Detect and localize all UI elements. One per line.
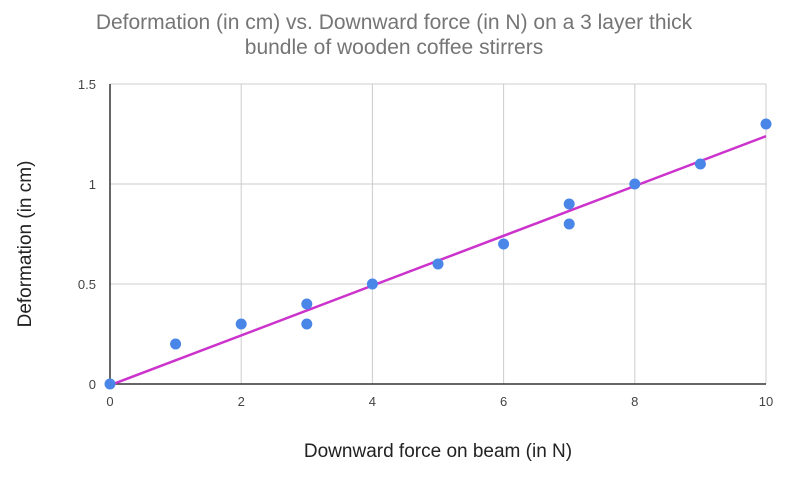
data-point bbox=[629, 178, 641, 190]
x-tick-label: 10 bbox=[759, 394, 773, 409]
axes bbox=[109, 84, 766, 385]
chart-title: Deformation (in cm) vs. Downward force (… bbox=[96, 11, 693, 59]
x-tick-label: 2 bbox=[238, 394, 245, 409]
y-tick-label: 0 bbox=[89, 377, 96, 392]
x-tick-label: 4 bbox=[369, 394, 376, 409]
chart-title-line-2: bundle of wooden coffee stirrers bbox=[245, 36, 543, 59]
data-point bbox=[235, 318, 247, 330]
data-point bbox=[170, 338, 182, 350]
data-point bbox=[301, 318, 313, 330]
y-tick-label: 1.5 bbox=[78, 77, 96, 92]
x-tick-labels: 0 2 4 6 8 10 bbox=[106, 394, 773, 409]
x-axis-label: Downward force on beam (in N) bbox=[304, 441, 572, 462]
data-point bbox=[498, 238, 510, 250]
data-point bbox=[694, 158, 706, 170]
data-point bbox=[301, 298, 313, 310]
y-tick-labels: 0 0.5 1 1.5 bbox=[78, 77, 96, 392]
x-tick-label: 8 bbox=[631, 394, 638, 409]
x-tick-label: 6 bbox=[500, 394, 507, 409]
data-point bbox=[432, 258, 444, 270]
data-point bbox=[366, 278, 378, 290]
grid-lines bbox=[110, 83, 767, 384]
y-tick-label: 0.5 bbox=[78, 277, 96, 292]
y-axis-label: Deformation (in cm) bbox=[15, 161, 36, 328]
y-tick-label: 1 bbox=[89, 177, 96, 192]
data-point bbox=[563, 218, 575, 230]
x-tick-label: 0 bbox=[106, 394, 113, 409]
data-point bbox=[563, 198, 575, 210]
chart-title-line-1: Deformation (in cm) vs. Downward force (… bbox=[96, 11, 693, 34]
data-point bbox=[104, 378, 116, 390]
data-points bbox=[104, 118, 772, 390]
data-point bbox=[760, 118, 772, 130]
